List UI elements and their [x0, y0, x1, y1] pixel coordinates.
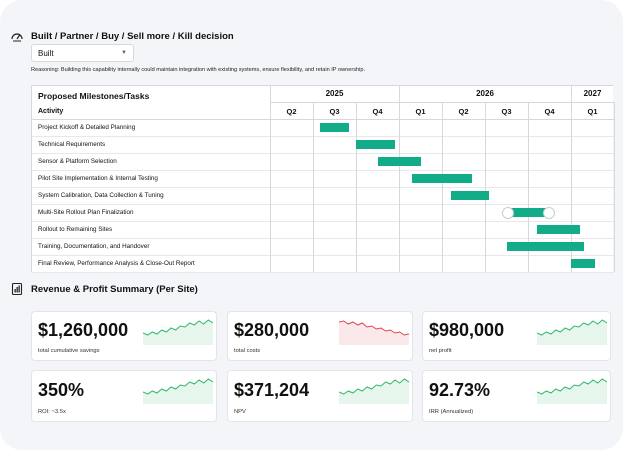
- gantt-task-label: Sensor & Platform Selection: [38, 158, 117, 165]
- gantt-row-divider: [32, 153, 614, 154]
- gantt-row-divider: [32, 255, 614, 256]
- gantt-quarter-label: Q4: [372, 107, 383, 116]
- sparkline-up: [339, 378, 409, 404]
- metric-label: total cumulative savings: [38, 348, 100, 354]
- decision-select-value: Built: [38, 48, 54, 58]
- sparkline-down: [339, 320, 409, 345]
- decision-header: Built / Partner / Buy / Sell more / Kill…: [10, 29, 234, 43]
- metric-value: $1,260,000: [38, 320, 129, 340]
- gantt-title: Proposed Milestones/Tasks: [38, 91, 150, 101]
- gantt-task-bar: [320, 123, 349, 132]
- gantt-row-divider: [32, 272, 614, 273]
- gantt-task-label: Pilot Site Implementation & Internal Tes…: [38, 175, 158, 182]
- gantt-row-divider: [32, 136, 614, 137]
- gantt-task-label: System Calibration, Data Collection & Tu…: [38, 192, 164, 199]
- gantt-task-label: Final Review, Performance Analysis & Clo…: [38, 260, 195, 267]
- summary-title: Revenue & Profit Summary (Per Site): [31, 283, 198, 295]
- gantt-task-label: Technical Requirements: [38, 141, 106, 148]
- gantt-task-bar: [411, 174, 473, 183]
- decision-reasoning: Reasoning: Building this capability inte…: [31, 67, 366, 73]
- gantt-column-divider: [313, 102, 314, 272]
- metric-label: IRR (Annualized): [429, 409, 474, 415]
- metric-label: net profit: [429, 348, 452, 354]
- metric-label: total costs: [234, 348, 261, 354]
- gantt-quarter-label: Q2: [286, 107, 297, 116]
- gantt-task-bar: [571, 259, 595, 268]
- gantt-divider: [32, 119, 614, 120]
- metric-card: $280,000 total costs: [227, 311, 413, 361]
- report-icon: [10, 282, 24, 296]
- metric-card: 92.73% IRR (Annualized): [422, 370, 611, 422]
- chevron-down-icon: ▼: [121, 50, 127, 56]
- gantt-task-label: Training, Documentation, and Handover: [38, 243, 150, 250]
- gantt-row-divider: [32, 204, 614, 205]
- sparkline-up: [537, 319, 607, 345]
- metric-card: $371,204 NPV: [227, 370, 413, 422]
- gauge-icon: [10, 29, 24, 43]
- gantt-divider: [270, 86, 271, 272]
- metric-value: $280,000: [234, 320, 310, 340]
- gantt-task-bar: [450, 191, 490, 200]
- metric-card: $980,000 net profit: [422, 311, 611, 361]
- gantt-quarter-label: Q2: [458, 107, 469, 116]
- gantt-activity-header: Activity: [38, 108, 64, 115]
- decision-select[interactable]: Built ▼: [31, 44, 134, 62]
- sparkline-up: [143, 378, 213, 404]
- gantt-row-divider: [32, 221, 614, 222]
- gantt-row-divider: [32, 170, 614, 171]
- gantt-year-label: 2027: [583, 89, 602, 98]
- gantt-task-bar: [506, 242, 584, 251]
- gantt-task-label: Project Kickoff & Detailed Planning: [38, 124, 136, 131]
- sparkline-up: [143, 319, 213, 345]
- gantt-row-divider: [32, 238, 614, 239]
- metric-value: $371,204: [234, 380, 310, 400]
- gantt-task-bar: [356, 140, 395, 149]
- gantt-column-divider: [528, 102, 529, 272]
- gantt-task-label: Rollout to Remaining Sites: [38, 226, 113, 233]
- gantt-quarter-label: Q3: [501, 107, 512, 116]
- gantt-column-divider: [614, 102, 615, 272]
- sparkline-up: [537, 378, 607, 404]
- gantt-column-divider: [485, 102, 486, 272]
- gantt-column-divider: [571, 86, 572, 272]
- gantt-task-label: Multi-Site Rollout Plan Finalization: [38, 209, 134, 216]
- metric-value: 350%: [38, 380, 85, 400]
- gantt-chart: Proposed Milestones/Tasks Activity 2025 2…: [31, 85, 615, 273]
- gantt-quarter-label: Q1: [415, 107, 426, 116]
- gantt-column-divider: [442, 102, 443, 272]
- gantt-quarter-label: Q4: [544, 107, 555, 116]
- gantt-column-divider: [356, 102, 357, 272]
- decision-title: Built / Partner / Buy / Sell more / Kill…: [31, 30, 234, 42]
- gantt-column-divider: [399, 86, 400, 272]
- metric-value: $980,000: [429, 320, 505, 340]
- metric-card: 350% ROI: ~3.5x: [31, 370, 217, 422]
- metric-label: ROI: ~3.5x: [38, 409, 66, 415]
- gantt-row-divider: [32, 187, 614, 188]
- metric-label: NPV: [234, 409, 246, 415]
- metric-card: $1,260,000 total cumulative savings: [31, 311, 217, 361]
- metric-value: 92.73%: [429, 380, 491, 400]
- gantt-quarter-label: Q3: [329, 107, 340, 116]
- gantt-year-label: 2026: [476, 89, 494, 98]
- summary-header: Revenue & Profit Summary (Per Site): [10, 282, 198, 296]
- gantt-task-bar: [501, 207, 555, 219]
- gantt-quarter-label: Q1: [587, 107, 598, 116]
- gantt-task-bar: [536, 225, 580, 234]
- gantt-task-bar: [377, 157, 421, 166]
- gantt-year-label: 2025: [325, 89, 344, 98]
